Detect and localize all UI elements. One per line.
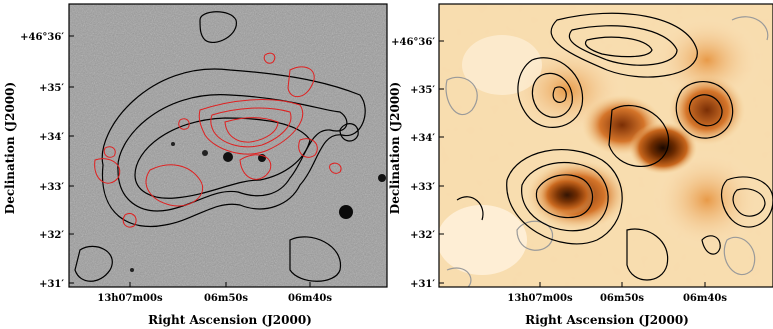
right-ytick-label: +32′ [410, 230, 435, 241]
right-xaxis-label: Right Ascension (J2000) [525, 313, 689, 327]
left-ytick-label: +31′ [39, 279, 64, 290]
optical-image [69, 4, 387, 287]
left-xtick-label: 13h07m00s [97, 293, 163, 304]
right-ytick-label: +34′ [410, 133, 435, 144]
left-figure-panel: +46°36′ +35′ +34′ +33′ +32′ +31′ 13h07m0… [0, 0, 388, 329]
left-ytick-label: +46°36′ [20, 32, 64, 43]
right-xtick-label: 13h07m00s [507, 293, 573, 304]
left-ytick-label: +35′ [39, 83, 64, 94]
right-figure-svg: +46°36′ +35′ +34′ +33′ +32′ +31′ 13h07m0… [388, 3, 773, 327]
left-ytick-label: +32′ [39, 230, 64, 241]
right-yaxis-label: Declination (J2000) [388, 82, 402, 214]
right-ytick-label: +31′ [410, 279, 435, 290]
right-ytick-label: +46°36′ [391, 37, 435, 48]
right-xtick-label: 06m50s [600, 293, 644, 304]
left-yaxis-label: Declination (J2000) [3, 82, 17, 214]
left-ytick-label: +34′ [39, 132, 64, 143]
right-xtick-label: 06m40s [683, 293, 727, 304]
left-xtick-label: 06m50s [204, 293, 248, 304]
left-xtick-label: 06m40s [288, 293, 332, 304]
right-plot-frame [438, 3, 773, 288]
right-ytick-label: +33′ [410, 182, 435, 193]
left-plot-frame [68, 3, 388, 288]
right-ytick-label: +35′ [410, 85, 435, 96]
heat-map-image [439, 4, 773, 287]
right-figure-panel: +46°36′ +35′ +34′ +33′ +32′ +31′ 13h07m0… [387, 0, 773, 329]
left-figure-svg: +46°36′ +35′ +34′ +33′ +32′ +31′ 13h07m0… [3, 3, 388, 327]
left-xaxis-label: Right Ascension (J2000) [148, 313, 312, 327]
left-ytick-label: +33′ [39, 182, 64, 193]
